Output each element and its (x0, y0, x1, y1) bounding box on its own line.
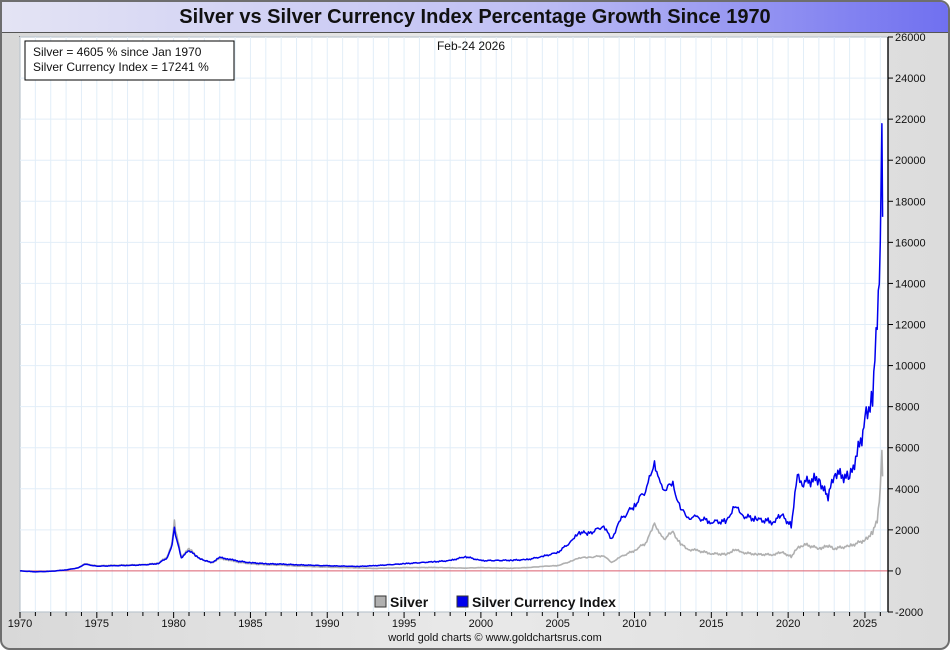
x-tick-label: 1995 (392, 618, 416, 630)
y-tick-label: 20000 (895, 155, 926, 167)
title-bar: Silver vs Silver Currency Index Percenta… (2, 2, 948, 33)
y-tick-label: 2000 (895, 525, 919, 537)
y-tick-label: 22000 (895, 114, 926, 126)
y-tick-label: 18000 (895, 196, 926, 208)
legend-label-silver: Silver (390, 594, 429, 610)
x-tick-label: 2025 (853, 618, 877, 630)
legend-swatch-sci (456, 595, 469, 608)
info-silver: Silver = 4605 % since Jan 1970 (33, 45, 202, 59)
x-tick-label: 1970 (8, 618, 32, 630)
legend: Silver Silver Currency Index (374, 594, 616, 610)
series-line-silver-currency-index (19, 122, 884, 573)
info-box (24, 40, 235, 81)
x-axis: 1970 1975 1980 1985 1990 1995 2000 2005 2010 2015… (8, 612, 881, 630)
legend-swatch-silver (374, 595, 387, 608)
y-tick-label: 0 (895, 566, 901, 578)
date-label: Feb-24 2026 (437, 39, 505, 53)
y-axis: 2600024000220002000018000160001400012000… (887, 32, 926, 619)
series-line-silver (20, 449, 884, 573)
x-tick-label: 2020 (776, 618, 800, 630)
gridlines (19, 36, 888, 613)
x-tick-label: 1975 (85, 618, 109, 630)
y-tick-label: -2000 (895, 607, 923, 619)
y-tick-label: 4000 (895, 484, 919, 496)
x-tick-label: 2005 (545, 618, 569, 630)
x-tick-label: 1980 (161, 618, 185, 630)
y-tick-label: 16000 (895, 237, 926, 249)
x-tick-label: 1990 (315, 618, 339, 630)
y-tick-label: 10000 (895, 361, 926, 373)
y-tick-label: 12000 (895, 320, 926, 332)
y-tick-label: 6000 (895, 443, 919, 455)
y-tick-label: 24000 (895, 73, 926, 85)
x-tick-label: 2010 (622, 618, 646, 630)
x-tick-label: 1985 (238, 618, 262, 630)
y-tick-label: 8000 (895, 402, 919, 414)
legend-label-sci: Silver Currency Index (472, 594, 616, 610)
info-sci: Silver Currency Index = 17241 % (33, 60, 209, 74)
y-tick-label: 26000 (895, 32, 926, 44)
credit-text: world gold charts © www.goldchartsrus.co… (387, 632, 602, 644)
y-tick-label: 14000 (895, 278, 926, 290)
series-layer (19, 122, 884, 573)
x-tick-label: 2000 (469, 618, 493, 630)
x-tick-label: 2015 (699, 618, 723, 630)
chart-title: Silver vs Silver Currency Index Percenta… (179, 6, 771, 28)
